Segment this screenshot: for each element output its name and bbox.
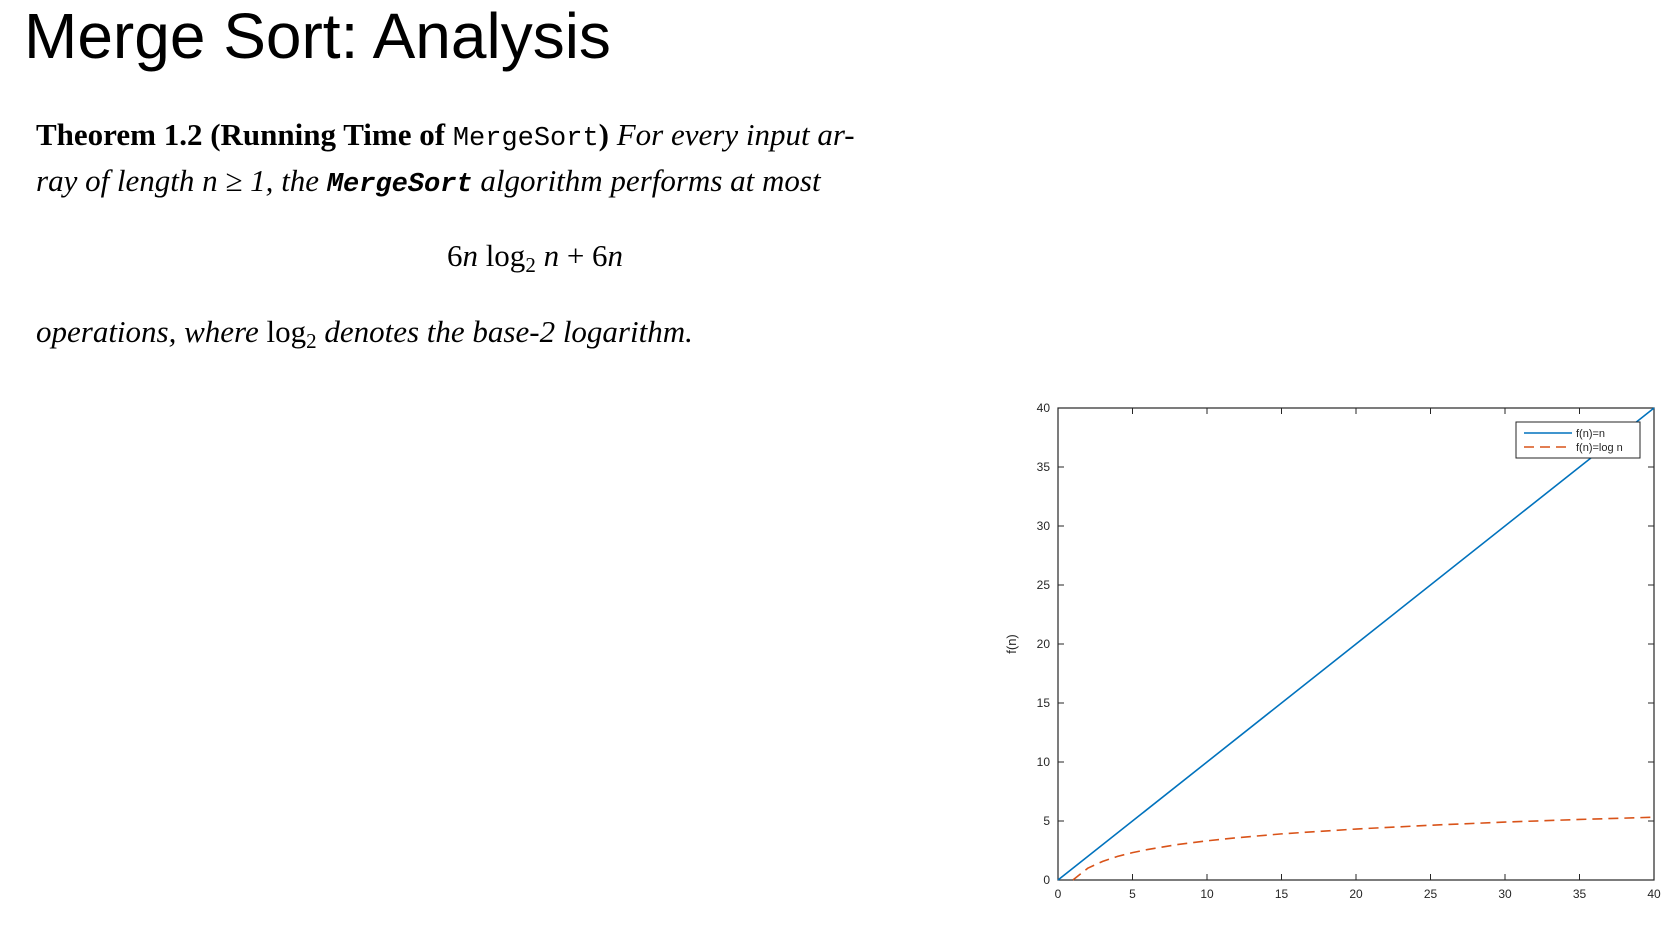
x-tick-label: 5: [1129, 887, 1136, 901]
formula-var: n: [462, 238, 478, 273]
theorem-name-code: MergeSort: [452, 124, 599, 154]
series-line-log: [1072, 816, 1655, 881]
conclusion-part: operations, where: [36, 314, 267, 349]
theorem-line2-math: n ≥ 1,: [202, 163, 274, 198]
conclusion-log: log: [266, 314, 307, 349]
x-tick-label: 40: [1647, 887, 1661, 901]
x-tick-label: 10: [1200, 887, 1214, 901]
x-tick-label: 30: [1498, 887, 1512, 901]
theorem-line2-d: algorithm performs at most: [480, 163, 821, 198]
y-tick-label: 0: [1043, 873, 1050, 887]
x-tick-label: 35: [1573, 887, 1587, 901]
formula-part: 6: [446, 238, 463, 273]
conclusion-part: denotes the base-2 logarithm.: [316, 314, 693, 349]
legend-box: [1515, 421, 1641, 459]
y-tick-label: 25: [1037, 578, 1051, 592]
formula-var: n: [607, 238, 624, 273]
x-tick-label: 25: [1424, 887, 1438, 901]
theorem-label: Theorem 1.2: [36, 117, 203, 152]
theorem-paren-close: ): [598, 117, 609, 152]
series-line-linear: [1057, 407, 1655, 881]
y-tick-label: 15: [1037, 696, 1051, 710]
conclusion-text: operations, where log2 denotes the base-…: [36, 314, 693, 353]
growth-chart: 0 5 10 15 20 25 30 35 40 0 5 10 15 20 25 30 35 40 f(n) f(n)…: [1004, 401, 1661, 901]
y-tick-label: 5: [1043, 814, 1050, 828]
formula-log-base: 2: [525, 253, 536, 277]
theorem-line2-a: ray of length: [36, 163, 195, 198]
legend-label: f(n)=log n: [1576, 442, 1623, 454]
theorem-line-1: Theorem 1.2 (Running Time of MergeSort) …: [36, 114, 1076, 160]
y-tick-label: 20: [1037, 637, 1051, 651]
theorem-block: Theorem 1.2 (Running Time of MergeSort) …: [36, 114, 1076, 206]
y-tick-label: 40: [1037, 401, 1051, 415]
x-tick-label: 20: [1349, 887, 1363, 901]
theorem-line2-code: MergeSort: [326, 170, 473, 200]
formula-log: log: [477, 238, 526, 273]
running-time-formula: 6n log2 n + 6n: [0, 238, 1070, 277]
slide-title: Merge Sort: Analysis: [24, 0, 611, 72]
theorem-paren-open: (Running Time of: [210, 117, 453, 152]
x-tick-label: 15: [1275, 887, 1289, 901]
legend-label: f(n)=n: [1576, 428, 1605, 440]
theorem-line1-text: For every input ar-: [616, 117, 855, 152]
formula-var: n: [535, 238, 560, 273]
conclusion-log-base: 2: [306, 329, 317, 353]
y-tick-label: 10: [1037, 755, 1051, 769]
y-tick-label: 35: [1037, 460, 1051, 474]
x-tick-label: 0: [1055, 887, 1062, 901]
y-tick-label: 30: [1037, 519, 1051, 533]
formula-part: + 6: [559, 238, 608, 273]
y-axis-label: f(n): [1004, 634, 1019, 654]
theorem-line2-c: the: [281, 163, 320, 198]
theorem-line-2: ray of length n ≥ 1, the MergeSort algor…: [36, 160, 1076, 206]
